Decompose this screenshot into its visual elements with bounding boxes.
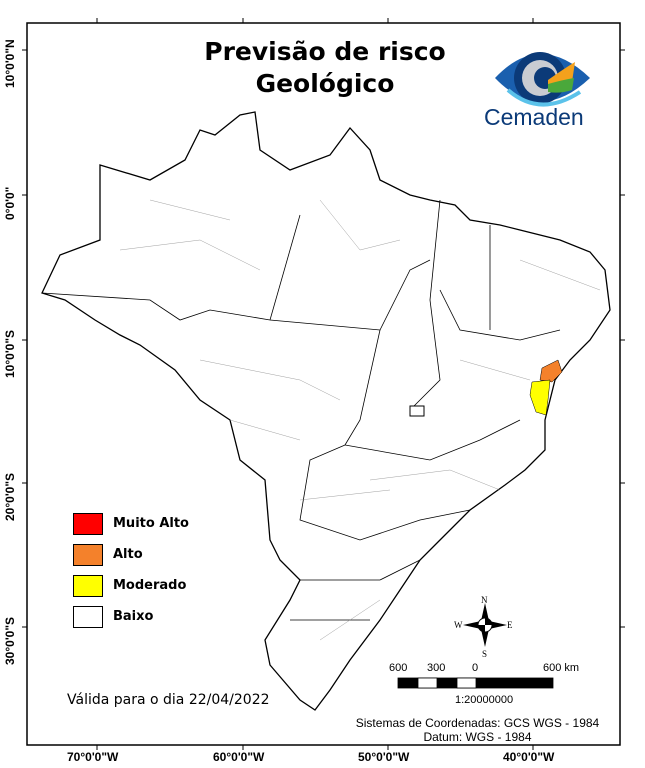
legend-item-alto: Alto — [73, 539, 189, 570]
legend-swatch — [73, 574, 103, 597]
lat-label: 30°0'0"S — [3, 616, 17, 665]
datum: Datum: WGS - 1984 — [423, 730, 532, 744]
legend-label: Baixo — [113, 609, 154, 624]
compass-n: N — [481, 595, 488, 605]
federal-district — [409, 405, 425, 417]
legend-label: Moderado — [113, 578, 187, 593]
compass-e: E — [507, 620, 513, 630]
scale-ratio: 1:20000000 — [455, 694, 514, 706]
title-line-2: Geológico — [255, 69, 395, 98]
legend-item-muito-alto: Muito Alto — [73, 508, 189, 539]
cemaden-logo — [495, 52, 590, 107]
legend-item-baixo: Baixo — [73, 601, 189, 632]
legend: Muito Alto Alto Moderado Baixo — [73, 508, 189, 632]
lon-label: 50°0'0"W — [358, 750, 410, 764]
scale-label: 600 — [389, 662, 408, 674]
scale-label: 0 — [472, 662, 479, 674]
coordinate-info: Sistemas de Coordenadas: GCS WGS - 1984 … — [340, 716, 615, 744]
lat-label: 0°0'0" — [3, 186, 17, 220]
municipal-borders — [119, 199, 601, 641]
scale-label: 300 — [427, 662, 446, 674]
map-frame — [26, 22, 621, 746]
risk-area-moderado — [529, 379, 551, 416]
brazil-outline — [41, 111, 611, 711]
lat-label: 10°0'0"N — [3, 39, 17, 88]
legend-label: Muito Alto — [113, 516, 189, 531]
scale-bar — [397, 677, 554, 689]
lon-label: 40°0'0"W — [503, 750, 555, 764]
lon-label: 60°0'0"W — [213, 750, 265, 764]
legend-swatch — [73, 605, 103, 628]
state-borders — [41, 199, 561, 621]
legend-swatch — [73, 512, 103, 535]
ticks — [22, 18, 625, 750]
lat-label: 10°0'0"S — [3, 329, 17, 378]
coord-system: Sistemas de Coordenadas: GCS WGS - 1984 — [355, 716, 600, 730]
scale-label: 600 km — [543, 662, 580, 674]
legend-label: Alto — [113, 547, 143, 562]
compass-s: S — [482, 649, 487, 659]
logo-text: Cemaden — [484, 104, 584, 130]
compass-w: W — [454, 620, 463, 630]
north-arrow-icon — [463, 603, 507, 647]
lon-label: 70°0'0"W — [67, 750, 119, 764]
title-line-1: Previsão de risco — [204, 37, 446, 66]
risk-area-alto — [539, 359, 563, 383]
map-title: Previsão de risco Geológico — [150, 36, 500, 100]
legend-item-moderado: Moderado — [73, 570, 189, 601]
validity-date: Válida para o dia 22/04/2022 — [67, 692, 270, 708]
legend-swatch — [73, 543, 103, 566]
lat-label: 20°0'0"S — [3, 472, 17, 521]
